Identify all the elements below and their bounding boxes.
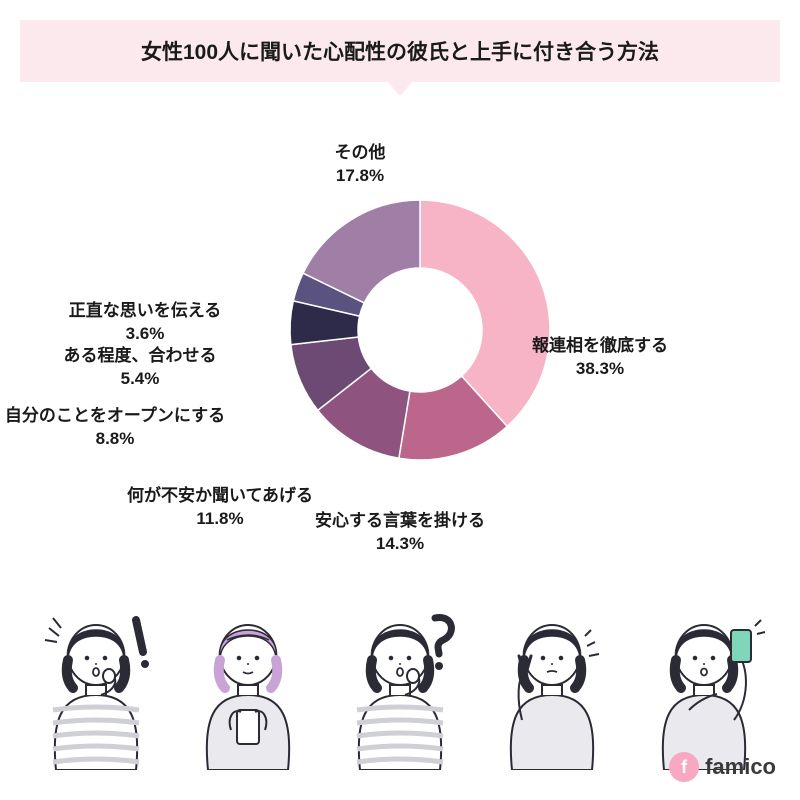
label-line1: 自分のことをオープンにする — [5, 406, 225, 425]
label-line2: 38.3% — [576, 359, 624, 378]
logo-icon: f — [669, 752, 699, 782]
brand-logo: f famico — [669, 752, 776, 782]
chart-label: 自分のことをオープンにする 8.8% — [5, 405, 225, 451]
label-line1: その他 — [335, 143, 386, 162]
people-illustrations — [0, 590, 800, 770]
label-line2: 5.4% — [121, 369, 160, 388]
person-question — [335, 600, 465, 770]
chart-area: 報連相を徹底する 38.3% 安心する言葉を掛ける 14.3% 何が不安か聞いてあげる 1… — [0, 110, 800, 570]
page-title: 女性100人に聞いた心配性の彼氏と上手に付き合う方法 — [141, 36, 659, 66]
chart-label: 安心する言葉を掛ける 14.3% — [315, 510, 485, 556]
person-phone-purple — [183, 600, 313, 770]
label-line2: 11.8% — [196, 509, 243, 528]
title-bar: 女性100人に聞いた心配性の彼氏と上手に付き合う方法 — [20, 20, 780, 82]
chart-label: 報連相を徹底する 38.3% — [532, 335, 668, 381]
label-line1: 何が不安か聞いてあげる — [127, 486, 313, 505]
chart-label: その他 17.8% — [335, 142, 386, 188]
chart-label: 正直な思いを伝える 3.6% — [69, 300, 222, 346]
chart-label: ある程度、合わせる 5.4% — [64, 345, 217, 391]
label-line2: 17.8% — [336, 166, 384, 185]
title-pointer — [388, 82, 412, 96]
person-thinking-exclaim — [31, 600, 161, 770]
label-line1: 正直な思いを伝える — [69, 301, 222, 320]
logo-text: famico — [705, 754, 776, 780]
person-peace — [487, 600, 617, 770]
chart-label: 何が不安か聞いてあげる 11.8% — [127, 485, 313, 531]
label-line1: ある程度、合わせる — [64, 346, 217, 365]
donut-chart — [280, 190, 560, 470]
label-line2: 14.3% — [376, 534, 424, 553]
label-line2: 3.6% — [126, 324, 165, 343]
label-line2: 8.8% — [96, 429, 135, 448]
label-line1: 報連相を徹底する — [532, 336, 668, 355]
label-line1: 安心する言葉を掛ける — [315, 511, 485, 530]
person-phone-green — [639, 600, 769, 770]
